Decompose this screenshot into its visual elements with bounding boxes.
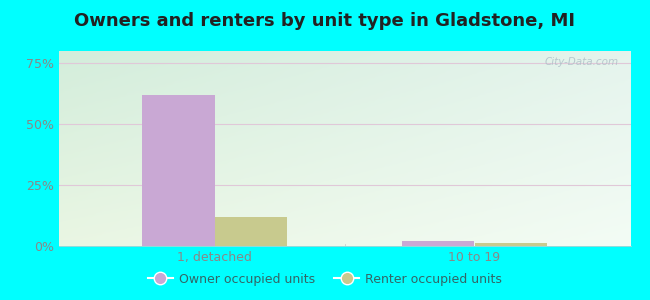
Legend: Owner occupied units, Renter occupied units: Owner occupied units, Renter occupied un… bbox=[143, 268, 507, 291]
Text: Owners and renters by unit type in Gladstone, MI: Owners and renters by unit type in Glads… bbox=[75, 12, 575, 30]
Bar bbox=[214, 217, 287, 246]
Bar bbox=[474, 243, 547, 246]
Bar bbox=[402, 241, 474, 246]
Text: City-Data.com: City-Data.com bbox=[545, 57, 619, 67]
Bar bbox=[142, 95, 214, 246]
